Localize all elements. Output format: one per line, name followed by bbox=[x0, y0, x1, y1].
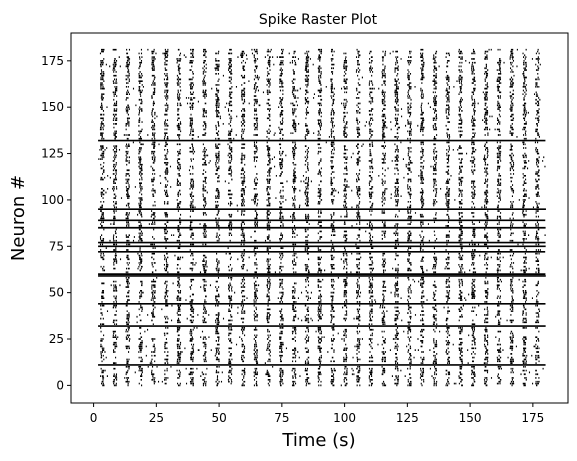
y-tick-label: 125 bbox=[41, 147, 64, 161]
y-tick-label: 0 bbox=[56, 378, 64, 392]
x-tick-label: 50 bbox=[211, 411, 226, 425]
y-axis-label: Neuron # bbox=[8, 175, 29, 261]
y-tick-label: 50 bbox=[49, 286, 64, 300]
axes-frame bbox=[70, 32, 569, 404]
x-tick-label: 0 bbox=[90, 411, 98, 425]
chart-title: Spike Raster Plot bbox=[259, 12, 378, 28]
x-tick-label: 100 bbox=[333, 411, 356, 425]
x-tick-label: 150 bbox=[459, 411, 482, 425]
x-axis-label: Time (s) bbox=[281, 430, 355, 451]
x-axis: 0 25 50 75 100 125 150 175 bbox=[90, 403, 544, 425]
y-axis: 0 25 50 75 100 125 150 175 bbox=[41, 54, 71, 392]
y-tick-label: 150 bbox=[41, 100, 64, 114]
spike-events bbox=[98, 48, 546, 387]
y-tick-label: 175 bbox=[41, 54, 64, 68]
x-tick-label: 25 bbox=[149, 411, 164, 425]
x-tick-label: 175 bbox=[521, 411, 544, 425]
x-tick-label: 75 bbox=[274, 411, 289, 425]
x-tick-label: 125 bbox=[396, 411, 419, 425]
plot-area bbox=[98, 48, 546, 387]
y-tick-label: 100 bbox=[41, 193, 64, 207]
y-tick-label: 75 bbox=[49, 239, 64, 253]
y-tick-label: 25 bbox=[49, 332, 64, 346]
